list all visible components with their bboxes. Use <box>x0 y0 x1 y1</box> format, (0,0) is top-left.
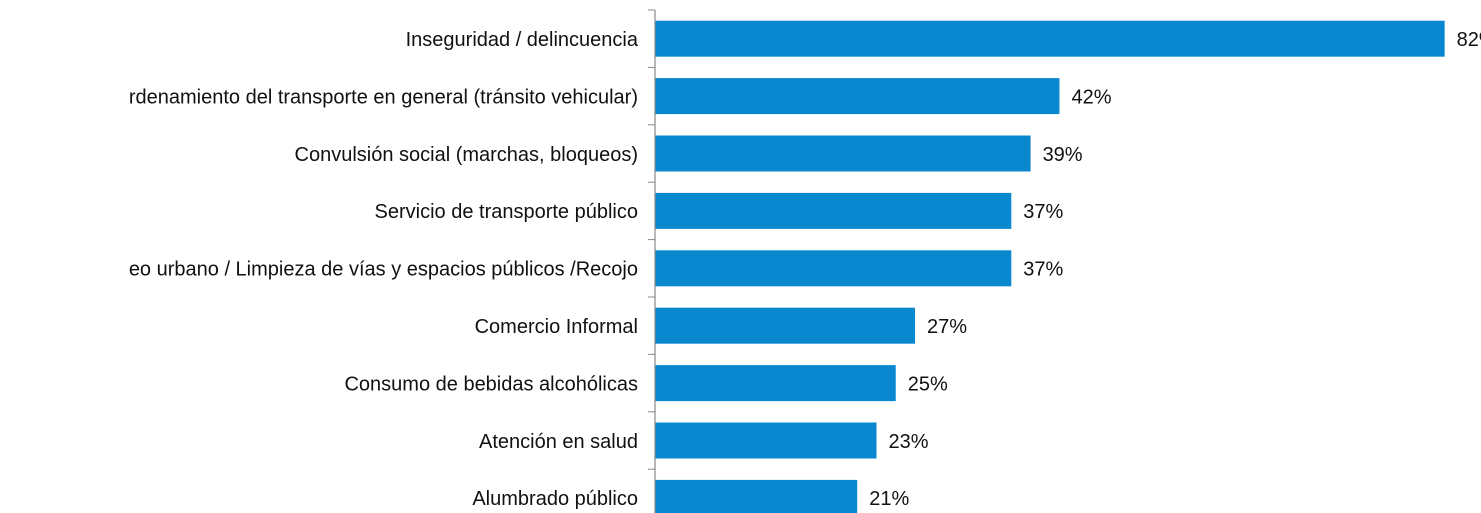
value-label: 39% <box>1043 144 1083 166</box>
value-label: 27% <box>927 316 967 338</box>
bar <box>655 20 1445 57</box>
category-label: rdenamiento del transporte en general (t… <box>129 86 638 108</box>
category-label: Consumo de bebidas alcohólicas <box>344 373 638 395</box>
category-label: Alumbrado público <box>472 488 638 510</box>
value-label: 42% <box>1071 86 1111 108</box>
bar <box>655 78 1060 115</box>
bar <box>655 250 1012 287</box>
bar <box>655 135 1031 172</box>
value-label: 82% <box>1457 29 1481 51</box>
value-label: 21% <box>869 488 909 510</box>
bar <box>655 192 1012 229</box>
category-label: Inseguridad / delincuencia <box>406 29 639 51</box>
category-label: Servicio de transporte público <box>375 201 638 223</box>
category-label: Convulsión social (marchas, bloqueos) <box>295 144 639 166</box>
bar <box>655 479 858 513</box>
category-label: Atención en salud <box>479 431 638 453</box>
bar <box>655 307 916 344</box>
value-label: 37% <box>1023 201 1063 223</box>
value-label: 37% <box>1023 259 1063 281</box>
value-label: 25% <box>908 373 948 395</box>
category-label: eo urbano / Limpieza de vías y espacios … <box>129 259 638 281</box>
value-label: 23% <box>888 431 928 453</box>
category-label: Comercio Informal <box>475 316 638 338</box>
bar <box>655 365 896 402</box>
bar <box>655 422 877 459</box>
